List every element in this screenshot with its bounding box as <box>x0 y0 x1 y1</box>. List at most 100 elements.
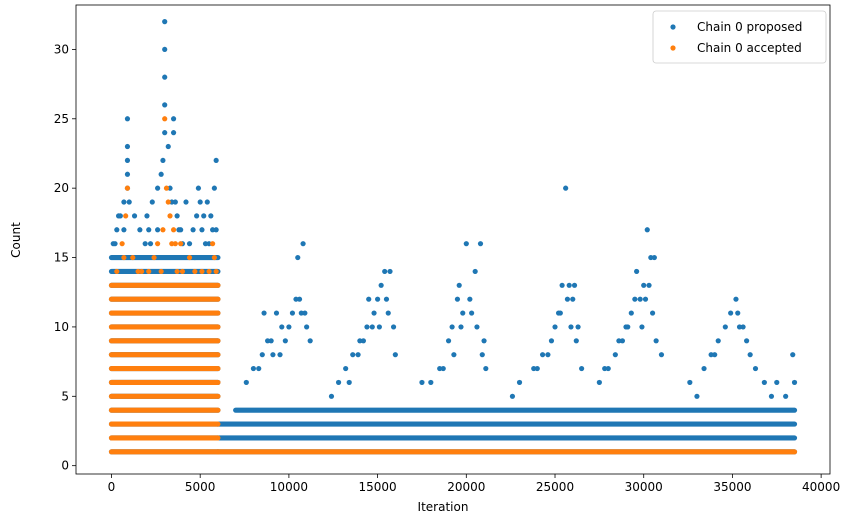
series-1 <box>108 116 798 455</box>
series-1-point-9 <box>162 116 168 122</box>
y-tick-label-1: 5 <box>61 389 69 403</box>
y-tick-label-0: 0 <box>61 459 69 473</box>
series-0-point-13 <box>142 241 148 247</box>
series-0-point-119 <box>516 379 523 386</box>
series-0-point-116 <box>479 352 485 358</box>
series-0-point-89 <box>385 310 391 316</box>
series-0-point-91 <box>392 352 398 358</box>
series-0-point-118 <box>458 324 464 330</box>
series-1-point-28 <box>158 268 164 275</box>
series-0-point-92 <box>355 352 361 358</box>
series-0-point-158 <box>653 338 659 344</box>
series-1-point-12 <box>167 213 173 219</box>
series-0-point-109 <box>477 241 484 247</box>
series-1-point-23 <box>213 268 219 275</box>
series-0-point-106 <box>463 241 469 247</box>
x-tick-label-2: 10000 <box>270 480 308 494</box>
series-0-point-9 <box>114 227 120 233</box>
series-1-point-0 <box>124 185 131 191</box>
series-1-point-22 <box>210 241 216 247</box>
series-1-point-7 <box>155 241 161 247</box>
series-0-point-173 <box>752 365 759 372</box>
series-1-point-15 <box>172 241 178 247</box>
series-1-point-11 <box>165 199 171 205</box>
series-0-point-40 <box>197 199 203 205</box>
series-0-point-147 <box>637 296 643 302</box>
series-0-point-65 <box>300 241 306 247</box>
series-0-point-148 <box>641 282 647 288</box>
series-0-point-76 <box>298 310 304 316</box>
series-0-point-169 <box>744 338 750 344</box>
series-0-point-132 <box>575 324 581 330</box>
series-0-point-131 <box>571 282 578 288</box>
series-0-point-150 <box>646 282 652 288</box>
series-0-point-152 <box>651 254 657 261</box>
series-0-point-114 <box>440 365 446 372</box>
y-axis-label: Count <box>9 222 23 258</box>
series-0-point-160 <box>602 365 608 372</box>
series-0-point-56 <box>250 365 257 372</box>
series-0-point-170 <box>736 324 743 330</box>
series-0-point-42 <box>204 199 210 205</box>
series-1-point-29 <box>139 268 145 275</box>
series-0-point-63 <box>289 310 296 316</box>
series-0-point-165 <box>728 310 734 316</box>
series-0-point-108 <box>472 268 478 275</box>
series-0-point-75 <box>265 338 271 344</box>
series-0-point-144 <box>628 310 634 316</box>
series-0-point-84 <box>371 310 377 316</box>
axes-layer: 0 5000 10000 15000 20000 25000 30000 35000 40000… <box>54 42 841 494</box>
series-0-point-21 <box>160 157 166 164</box>
series-0-point-123 <box>552 324 558 330</box>
series-0-point-97 <box>369 324 375 330</box>
series-0-point-57 <box>259 352 265 358</box>
series-0-point-14 <box>115 213 122 219</box>
series-0-point-126 <box>563 185 569 191</box>
series-0-point-174 <box>761 379 767 386</box>
series-0-point-50 <box>186 241 193 247</box>
series-1-point-14 <box>170 227 177 233</box>
series-0-point-99 <box>419 379 425 386</box>
series-0-point-82 <box>364 324 370 330</box>
series-0-point-58 <box>261 310 267 316</box>
x-tick-label-7: 35000 <box>713 480 751 494</box>
series-0-point-64 <box>295 254 301 261</box>
y-tick-label-4: 20 <box>54 181 69 195</box>
y-tick-label-3: 15 <box>54 251 69 265</box>
series-0-point-17 <box>149 199 155 205</box>
series-0-point-31 <box>170 130 177 136</box>
series-0-point-23 <box>162 102 168 108</box>
series-0-point-37 <box>146 227 152 233</box>
series-0-point-54 <box>192 254 198 261</box>
series-0-point-27 <box>165 143 171 150</box>
series-0-point-39 <box>178 227 184 233</box>
x-tick-label-6: 30000 <box>625 480 663 494</box>
series-0-point-154 <box>625 324 631 330</box>
series-1-point-20 <box>186 254 193 261</box>
legend-box <box>652 10 827 64</box>
legend-marker-accepted <box>670 45 676 51</box>
series-0-point-110 <box>474 324 480 330</box>
x-tick-label-4: 20000 <box>447 480 485 494</box>
series-1-point-4 <box>130 254 136 261</box>
series-0-point-85 <box>375 296 381 302</box>
series-0-point-25 <box>162 46 168 53</box>
series-0-point-153 <box>649 310 656 316</box>
series-0-point-72 <box>256 365 262 372</box>
series-0-point-73 <box>270 352 276 358</box>
x-tick-label-1: 5000 <box>185 480 216 494</box>
series-0-point-172 <box>747 352 753 358</box>
series-0-point-41 <box>201 213 207 219</box>
series-0-point-68 <box>277 352 283 358</box>
series-0-point-11 <box>137 227 143 233</box>
series-1-point-5 <box>114 268 120 275</box>
series-0-point-156 <box>639 324 645 330</box>
y-tick-label-5: 25 <box>54 112 69 126</box>
series-0-point-129 <box>568 324 574 330</box>
series-0-point-138 <box>509 393 516 399</box>
series-0-point-5 <box>121 199 127 205</box>
x-axis-label: Iteration <box>418 500 469 514</box>
series-0-point-6 <box>126 199 132 205</box>
series-0-point-179 <box>791 379 798 386</box>
